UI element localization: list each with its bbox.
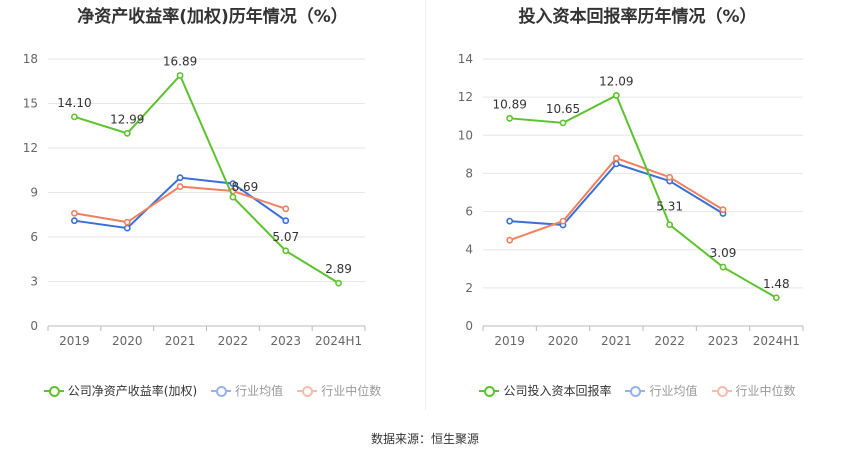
legend-label: 行业中位数 bbox=[735, 384, 796, 398]
data-point bbox=[666, 221, 674, 229]
data-point bbox=[229, 180, 237, 187]
y-tick-label: 15 bbox=[23, 97, 38, 111]
roic-chart-title: 投入资本回报率历年情况（%） bbox=[518, 7, 757, 27]
y-tick-label: 4 bbox=[465, 243, 473, 257]
y-tick-label: 14 bbox=[458, 52, 473, 66]
legend-label: 行业中位数 bbox=[321, 384, 382, 398]
data-label: 5.07 bbox=[272, 230, 299, 244]
series-line bbox=[74, 73, 340, 284]
data-label: 8.69 bbox=[232, 180, 259, 194]
data-point bbox=[335, 279, 342, 287]
data-point bbox=[123, 224, 131, 232]
legend-marker-icon bbox=[625, 385, 646, 397]
data-point bbox=[666, 173, 674, 181]
legend-marker-icon bbox=[211, 385, 232, 397]
data-label: 10.89 bbox=[492, 97, 526, 111]
legend-item[interactable]: 行业均值 bbox=[211, 382, 283, 399]
y-tick-label: 18 bbox=[23, 52, 38, 66]
legend-label: 公司投入资本回报率 bbox=[503, 384, 612, 398]
roe-chart-title: 净资产收益率(加权)历年情况（%） bbox=[77, 7, 348, 27]
data-point bbox=[123, 218, 131, 226]
y-tick-label: 8 bbox=[465, 166, 473, 180]
legend-marker-icon bbox=[479, 385, 500, 397]
x-tick-label: 2020 bbox=[548, 334, 579, 348]
legend-item[interactable]: 公司投入资本回报率 bbox=[479, 382, 611, 399]
y-tick-label: 2 bbox=[465, 281, 473, 295]
data-label: 16.89 bbox=[163, 54, 197, 68]
y-tick-label: 12 bbox=[458, 90, 473, 104]
x-tick-label: 2023 bbox=[270, 334, 301, 348]
data-source-note: 数据来源：恒生聚源 bbox=[370, 432, 479, 446]
series-line bbox=[509, 156, 724, 242]
data-point bbox=[772, 294, 780, 302]
data-point bbox=[282, 205, 290, 213]
x-tick-label: 2020 bbox=[112, 334, 143, 348]
roic-chart-legend: 公司投入资本回报率 行业均值 行业中位数 bbox=[425, 382, 850, 399]
data-point bbox=[282, 247, 290, 255]
roe-chart-panel: 净资产收益率(加权)历年情况（%） 0 3 6 9 12 15 18 2019 2020 2021… bbox=[0, 0, 425, 415]
x-tick-label: 2023 bbox=[708, 334, 739, 348]
roic-chart-panel: 投入资本回报率历年情况（%） 0 2 4 6 8 10 12 14 2019 2020 2021 20… bbox=[425, 0, 850, 415]
legend-label: 公司净资产收益率(加权) bbox=[67, 384, 198, 398]
x-tick-label: 2021 bbox=[165, 334, 196, 348]
data-point bbox=[71, 217, 78, 225]
data-point bbox=[176, 72, 184, 79]
legend-item[interactable]: 行业中位数 bbox=[297, 382, 381, 399]
legend-marker-icon bbox=[711, 385, 732, 397]
data-label: 5.31 bbox=[656, 200, 683, 214]
data-point bbox=[71, 209, 78, 217]
x-tick-label: 2024H1 bbox=[315, 334, 362, 348]
data-point bbox=[229, 193, 237, 201]
roe-line-chart: 0 3 6 9 12 15 18 2019 2020 2021 2022 2023 2024H1 14.1… bbox=[23, 52, 366, 348]
y-tick-label: 10 bbox=[458, 128, 473, 142]
data-label: 14.10 bbox=[57, 96, 91, 110]
x-tick-label: 2019 bbox=[494, 334, 525, 348]
data-label: 3.09 bbox=[710, 246, 737, 260]
data-point bbox=[612, 92, 620, 99]
x-tick-label: 2022 bbox=[654, 334, 685, 348]
x-tick-label: 2024H1 bbox=[753, 334, 800, 348]
x-tick-label: 2019 bbox=[59, 334, 90, 348]
legend-item[interactable]: 行业均值 bbox=[625, 382, 698, 399]
data-label: 12.09 bbox=[599, 74, 633, 88]
y-tick-label: 12 bbox=[23, 141, 38, 155]
y-tick-label: 3 bbox=[30, 275, 38, 289]
data-label: 1.48 bbox=[763, 277, 790, 291]
data-point bbox=[559, 119, 567, 127]
y-tick-label: 6 bbox=[465, 205, 473, 219]
legend-marker-icon bbox=[43, 385, 64, 397]
data-point bbox=[506, 217, 514, 225]
series-line bbox=[509, 94, 777, 299]
legend-item[interactable]: 公司净资产收益率(加权) bbox=[43, 382, 198, 399]
data-point bbox=[176, 183, 184, 190]
x-tick-label: 2021 bbox=[601, 334, 632, 348]
y-tick-label: 6 bbox=[30, 230, 38, 244]
data-label: 2.89 bbox=[325, 262, 352, 276]
data-point bbox=[282, 217, 290, 225]
data-point bbox=[123, 129, 131, 137]
x-tick-label: 2022 bbox=[218, 334, 249, 348]
data-point bbox=[612, 154, 620, 162]
legend-marker-icon bbox=[297, 385, 318, 397]
roic-line-chart: 0 2 4 6 8 10 12 14 2019 2020 2021 2022 2023 2024H1 10.… bbox=[458, 52, 804, 348]
data-label: 12.99 bbox=[110, 112, 144, 126]
data-point bbox=[719, 263, 727, 271]
data-point bbox=[176, 174, 184, 182]
y-tick-label: 0 bbox=[465, 319, 473, 333]
y-tick-label: 0 bbox=[30, 319, 38, 333]
data-label: 10.65 bbox=[546, 102, 580, 116]
data-point bbox=[506, 236, 514, 244]
data-point bbox=[719, 206, 727, 214]
data-point bbox=[612, 160, 620, 168]
y-tick-label: 9 bbox=[30, 186, 38, 200]
data-point bbox=[506, 114, 514, 122]
roe-chart-legend: 公司净资产收益率(加权) 行业均值 行业中位数 bbox=[0, 382, 425, 399]
legend-label: 行业均值 bbox=[235, 384, 284, 398]
panel-divider bbox=[425, 0, 426, 410]
legend-item[interactable]: 行业中位数 bbox=[711, 382, 796, 399]
data-point bbox=[559, 217, 567, 225]
legend-label: 行业均值 bbox=[649, 384, 698, 398]
data-point bbox=[71, 113, 78, 121]
